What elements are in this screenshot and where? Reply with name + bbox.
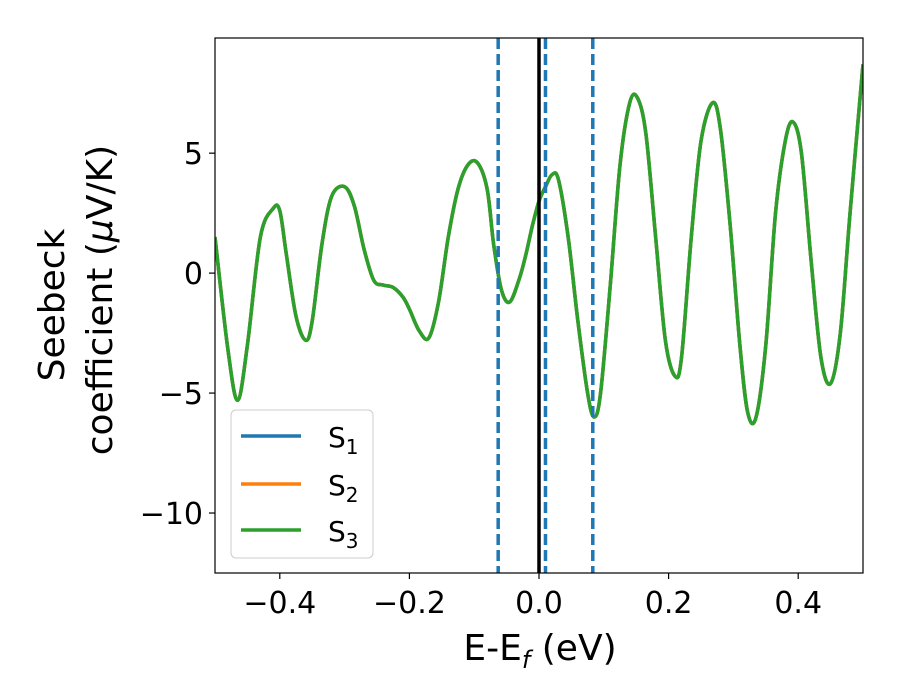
x-tick-label: 0.0 <box>515 586 563 621</box>
y-tick-label: −5 <box>159 377 203 412</box>
ticks-layer: −0.4 −0.2 0.0 0.2 0.4 −10 −5 0 5 <box>140 137 822 621</box>
y-axis-title-line1: Seebeck <box>32 228 73 381</box>
x-tick-label: −0.2 <box>373 586 446 621</box>
legend-label-s2: S2 <box>328 469 359 507</box>
legend-label-s3: S3 <box>328 515 359 553</box>
x-tick-label: −0.4 <box>243 586 316 621</box>
series-line-s3 <box>215 64 863 426</box>
plot-layer <box>215 38 863 573</box>
y-tick-label: −10 <box>140 497 203 532</box>
y-tick-label: 0 <box>184 257 203 292</box>
x-tick-label: 0.4 <box>774 586 822 621</box>
legend: S1 S2 S3 <box>230 409 374 559</box>
legend-label-s1: S1 <box>328 421 359 459</box>
x-tick-label: 0.2 <box>645 586 693 621</box>
legend-box <box>230 409 374 559</box>
y-axis-title-line2: coefficient (μV/K) <box>80 145 121 455</box>
x-axis-title: E-Ef (eV) <box>463 628 616 674</box>
y-tick-label: 5 <box>184 137 203 172</box>
